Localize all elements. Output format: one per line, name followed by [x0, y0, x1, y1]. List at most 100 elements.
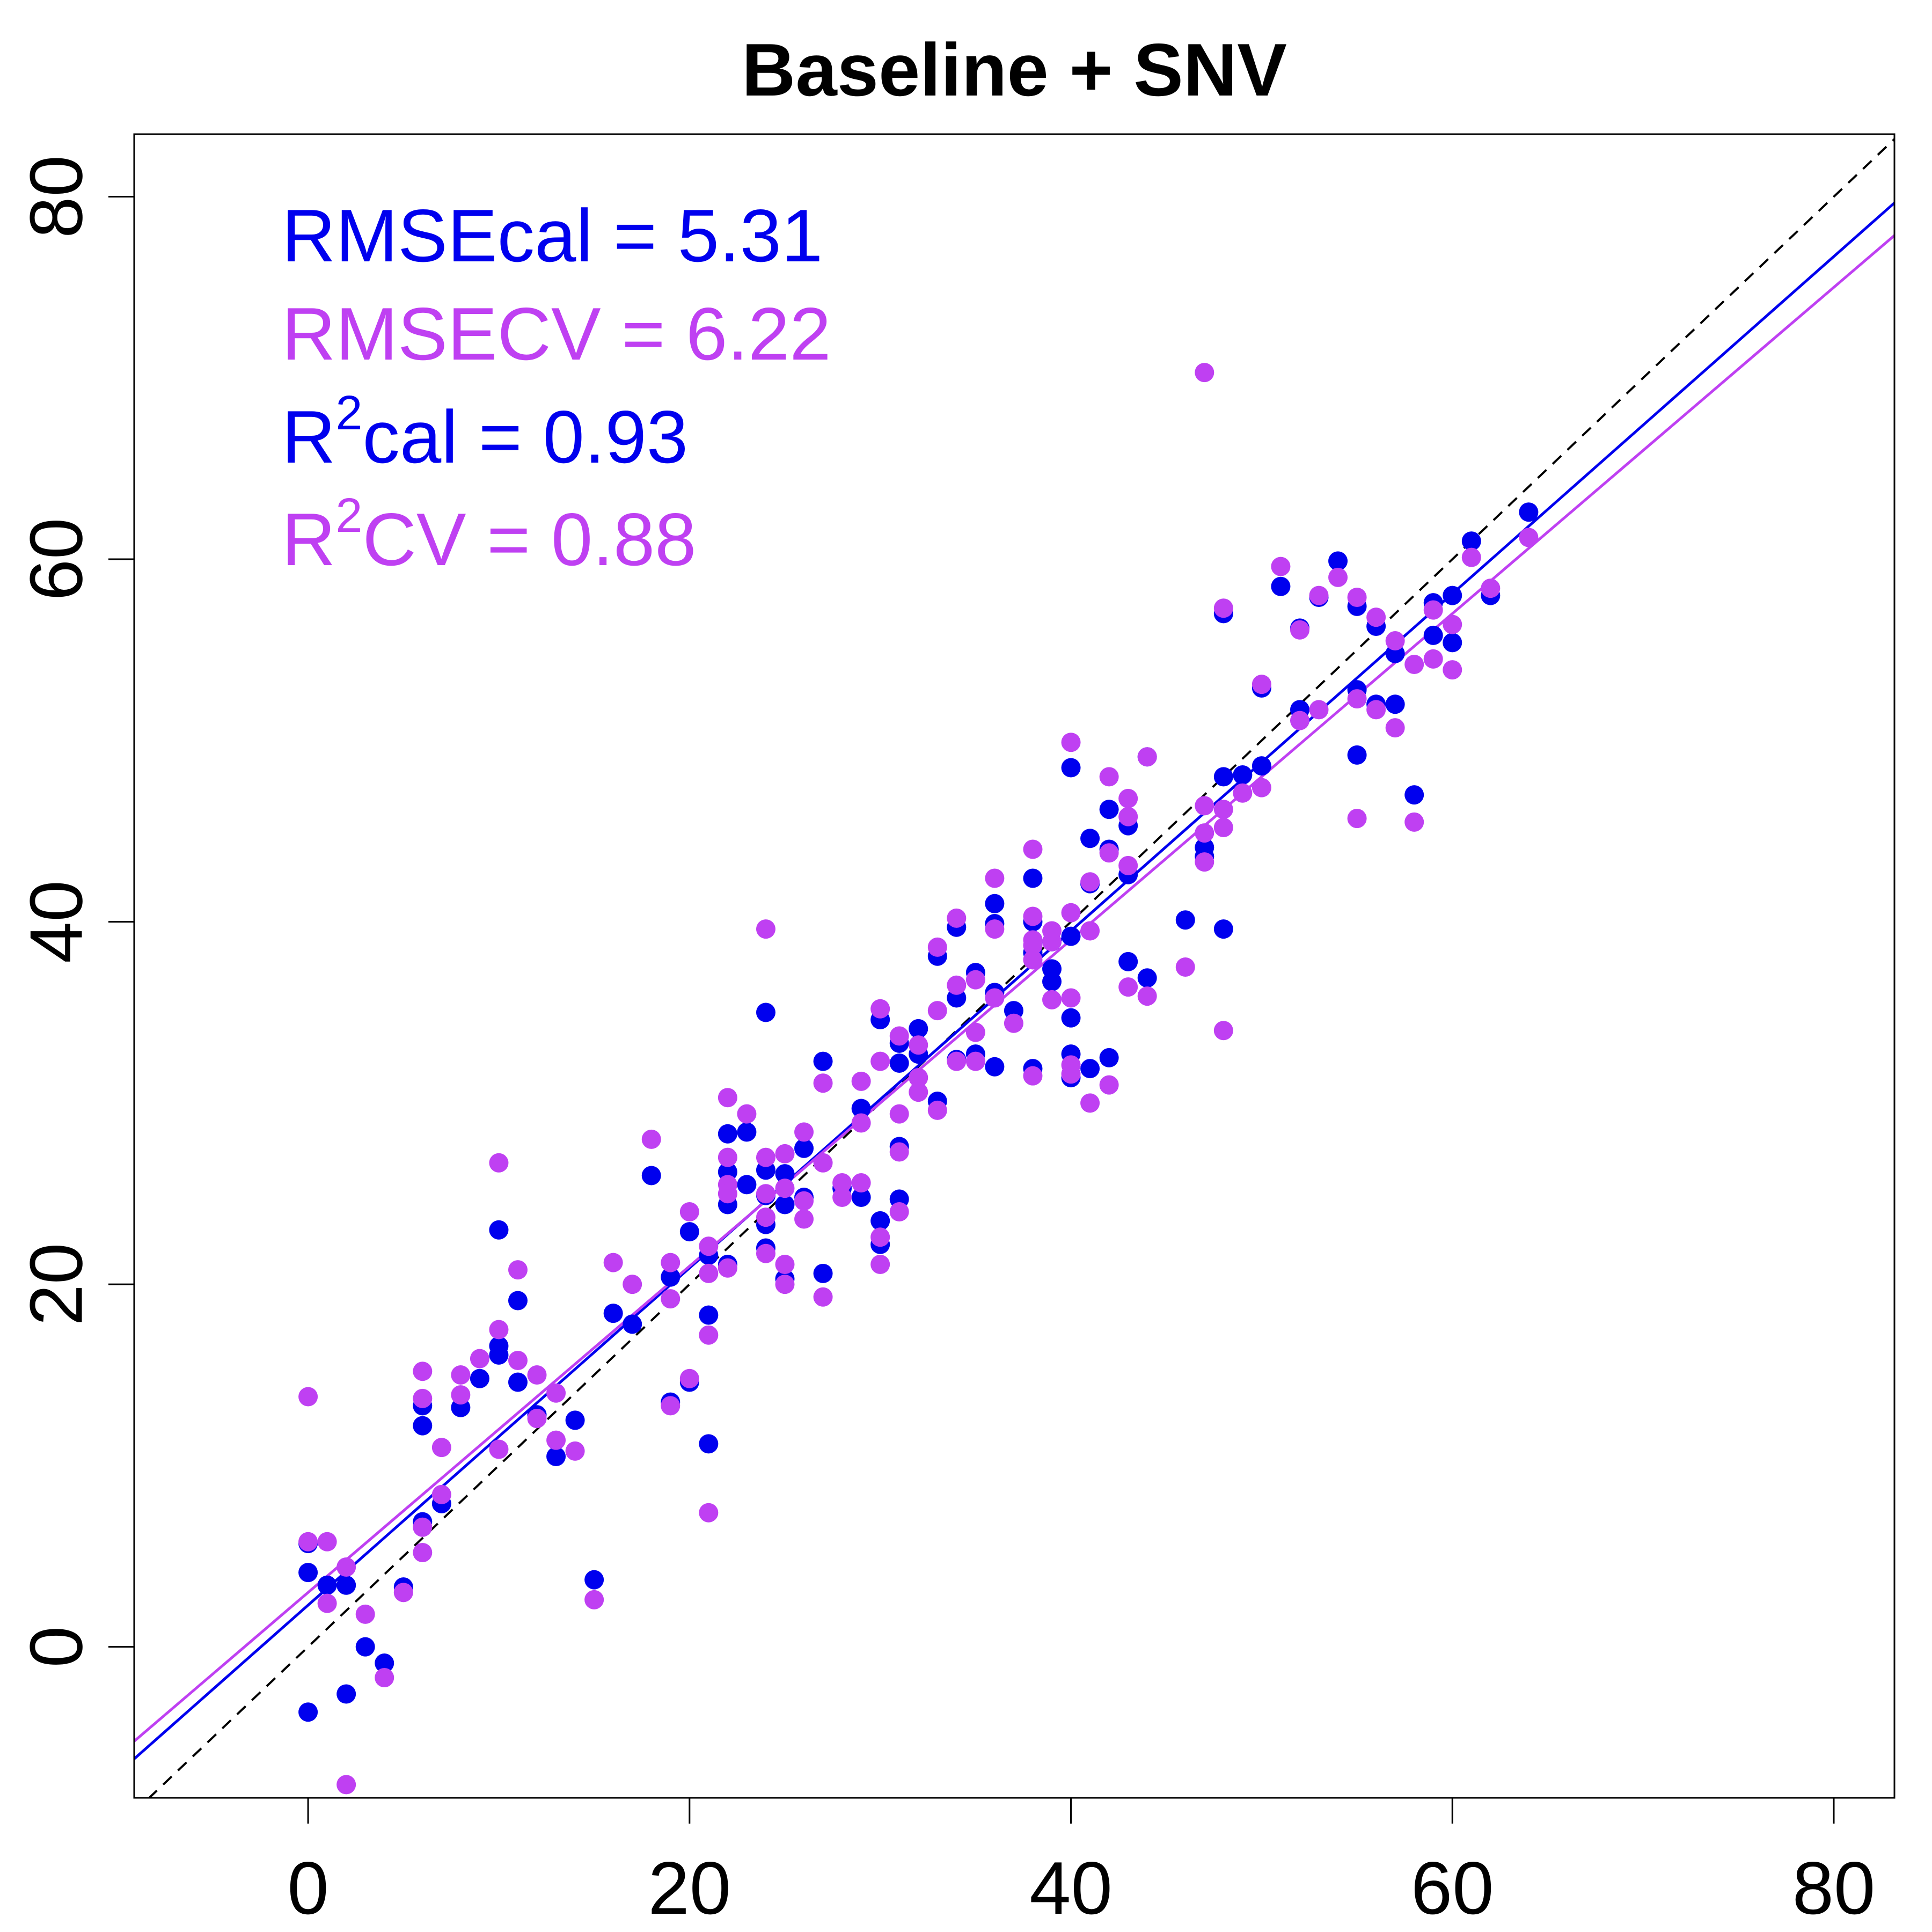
- points-layer: [298, 363, 1539, 1795]
- cross-validation-point: [1061, 1064, 1081, 1084]
- calibration-point: [1137, 968, 1157, 988]
- cross-validation-point: [909, 1035, 928, 1055]
- calibration-point: [1118, 952, 1138, 971]
- calibration-point: [1099, 800, 1119, 819]
- calibration-point: [1328, 551, 1348, 571]
- stats-annotation: RMSEcal = 5.31 RMSECV = 6.22 R2cal = 0.9…: [282, 194, 831, 581]
- calibration-point: [1404, 785, 1424, 805]
- cross-validation-point: [832, 1187, 852, 1207]
- cross-validation-point: [1023, 1066, 1043, 1086]
- cross-validation-point: [756, 1147, 775, 1167]
- cross-validation-point: [470, 1349, 489, 1368]
- cross-validation-point: [1290, 711, 1309, 730]
- cross-validation-point: [1252, 675, 1271, 694]
- calibration-point: [889, 1053, 909, 1073]
- cross-validation-point: [584, 1590, 604, 1609]
- cross-validation-point: [1213, 817, 1233, 837]
- cross-validation-point: [413, 1517, 433, 1537]
- cross-validation-point: [756, 1208, 775, 1227]
- calibration-point: [375, 1653, 394, 1673]
- cross-validation-point: [641, 1129, 661, 1149]
- cross-validation-point: [317, 1593, 337, 1613]
- calibration-point: [336, 1684, 356, 1704]
- calibration-point: [1271, 576, 1291, 596]
- calibration-point: [1461, 531, 1481, 551]
- calibration-point: [1252, 756, 1271, 776]
- calibration-point: [1080, 829, 1100, 848]
- x-tick-label: 0: [287, 1847, 328, 1930]
- cross-validation-point: [393, 1583, 413, 1602]
- calibration-points: [298, 502, 1539, 1722]
- calibration-point: [1213, 767, 1233, 787]
- cross-validation-point: [1443, 660, 1462, 680]
- cross-validation-point: [699, 1236, 719, 1256]
- cross-validation-point: [1423, 600, 1443, 620]
- cross-validation-point: [909, 1082, 928, 1102]
- cross-validation-point: [661, 1253, 680, 1272]
- cross-validation-point: [603, 1253, 623, 1272]
- cross-validation-point: [794, 1209, 814, 1229]
- cross-validation-point: [1347, 587, 1367, 607]
- cross-validation-point: [431, 1484, 451, 1504]
- cross-validation-point: [1385, 718, 1405, 738]
- cross-validation-point: [889, 1142, 909, 1162]
- cross-validation-point: [1023, 935, 1043, 955]
- cross-validation-point: [1309, 700, 1329, 720]
- cross-validation-point: [1290, 620, 1309, 640]
- cross-validation-point: [1118, 788, 1138, 808]
- cross-validation-point: [1042, 990, 1062, 1009]
- cross-validation-point: [1252, 778, 1271, 797]
- cross-validation-point: [1195, 796, 1214, 816]
- calibration-point: [1061, 926, 1081, 946]
- cross-validation-point: [1213, 800, 1233, 819]
- calibration-point: [508, 1291, 528, 1311]
- cross-validation-point: [699, 1325, 719, 1345]
- cross-validation-point: [947, 975, 967, 995]
- cross-validation-point: [1347, 689, 1367, 709]
- cross-validation-point: [413, 1543, 433, 1563]
- cross-validation-point: [1099, 843, 1119, 863]
- cross-validation-point: [889, 1104, 909, 1124]
- cross-validation-point: [661, 1289, 680, 1309]
- cross-validation-point: [851, 1173, 871, 1192]
- cross-validation-point: [832, 1173, 852, 1192]
- cross-validation-point: [718, 1088, 737, 1108]
- cross-validation-point: [965, 970, 985, 990]
- cross-validation-point: [1004, 1013, 1023, 1033]
- cross-validation-point: [546, 1430, 566, 1450]
- cross-validation-point: [355, 1604, 375, 1624]
- cross-validation-point: [546, 1383, 566, 1403]
- cross-validation-point: [794, 1122, 814, 1142]
- y-tick-label: 80: [15, 155, 98, 238]
- calibration-point: [1443, 586, 1462, 605]
- cross-validation-point: [1061, 733, 1081, 752]
- calibration-point: [1061, 758, 1081, 778]
- cross-validation-point: [1061, 988, 1081, 1008]
- calibration-point: [851, 1187, 871, 1207]
- r2-cal-label: R2cal = 0.93: [282, 386, 688, 479]
- cross-validation-point: [1023, 950, 1043, 970]
- calibration-point: [1347, 745, 1367, 765]
- cross-validation-point: [508, 1350, 528, 1370]
- cross-validation-point: [756, 919, 775, 939]
- calibration-point: [489, 1336, 509, 1356]
- calibration-point: [565, 1410, 585, 1430]
- cross-validation-point: [298, 1387, 318, 1407]
- cross-validation-point: [889, 1202, 909, 1222]
- cross-validation-point: [1195, 823, 1214, 843]
- cross-validation-point: [336, 1775, 356, 1795]
- calibration-point: [775, 1195, 795, 1214]
- calibration-point: [679, 1222, 699, 1242]
- cross-validation-point: [661, 1396, 680, 1416]
- cross-validation-point: [947, 1051, 967, 1071]
- cross-validation-point: [1195, 852, 1214, 872]
- y-tick-label: 60: [15, 518, 98, 601]
- cross-validation-point: [508, 1260, 528, 1280]
- cross-validation-point: [985, 988, 1005, 1008]
- cross-validation-point: [451, 1365, 471, 1385]
- cross-validation-point: [985, 919, 1005, 939]
- cross-validation-point: [775, 1179, 795, 1198]
